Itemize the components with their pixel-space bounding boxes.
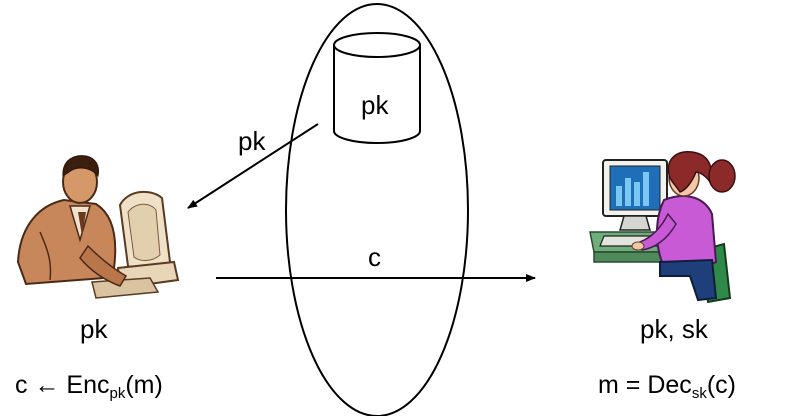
pk-arrow-label: pk — [238, 126, 266, 156]
businessman-at-computer-icon — [16, 155, 180, 299]
encryption-formula: c ← Encpk(m) — [15, 371, 163, 402]
formula-argument: (c) — [706, 371, 736, 399]
channel-ellipse — [285, 3, 469, 416]
woman-at-computer-icon — [589, 151, 736, 304]
formula-lhs: m — [598, 371, 619, 399]
formula-subscript: sk — [691, 385, 707, 402]
database-label: pk — [361, 90, 389, 120]
formula-equals: = — [625, 371, 641, 399]
pk-arrow — [187, 123, 319, 209]
formula-operator: Dec — [647, 371, 692, 399]
decryption-formula: m = Decsk(c) — [598, 371, 736, 402]
formula-lhs: c — [15, 371, 28, 399]
formula-operator: Enc — [66, 371, 110, 399]
sender-key-label: pk — [80, 314, 108, 344]
formula-assign-arrow: ← — [34, 371, 60, 399]
formula-argument: (m) — [125, 371, 163, 399]
ciphertext-arrow-label: c — [368, 242, 381, 272]
formula-subscript: pk — [109, 385, 126, 402]
database-cylinder-icon — [333, 32, 421, 144]
receiver-key-label: pk, sk — [640, 314, 708, 344]
